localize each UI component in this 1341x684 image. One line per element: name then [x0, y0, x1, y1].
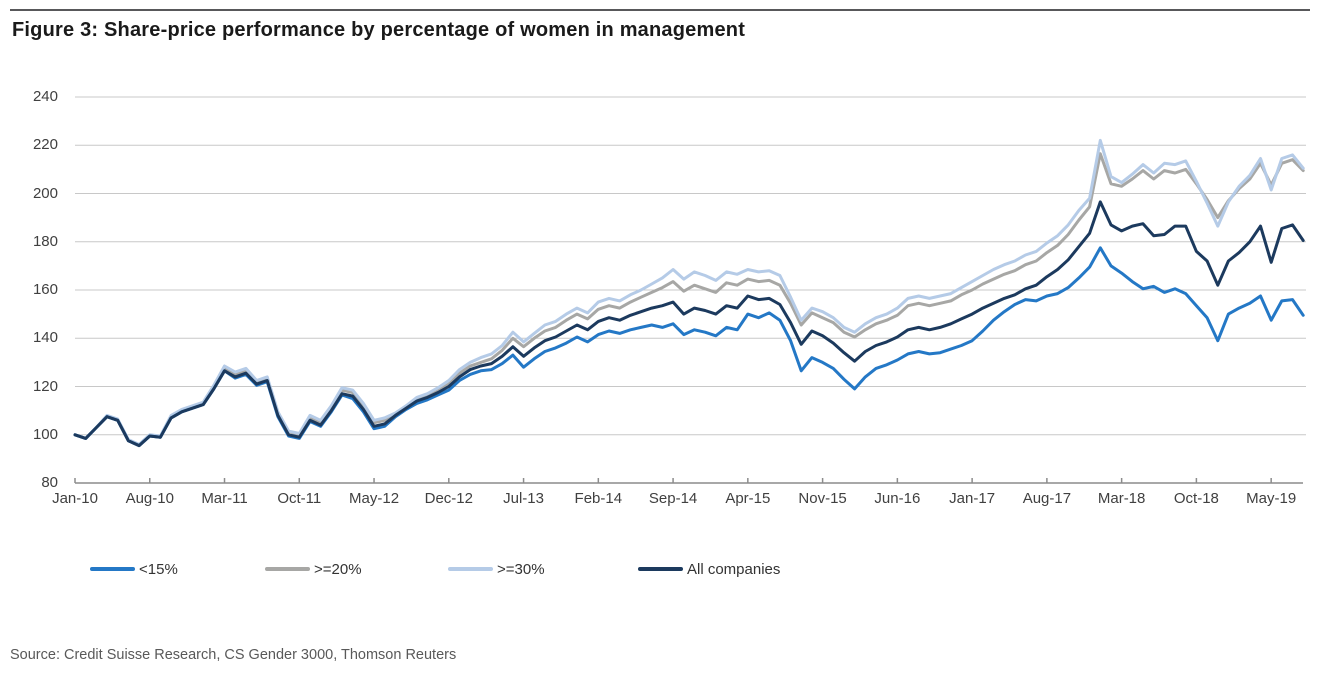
series-line-all-companies: [73, 200, 1305, 448]
x-tick-label-Mar-11: Mar-11: [201, 490, 248, 507]
legend-label: >=20%: [314, 560, 362, 578]
legend-item--30-: >=30%: [448, 560, 545, 578]
legend-item--20-: >=20%: [265, 560, 362, 578]
x-tick-label-Jan-17: Jan-17: [949, 490, 996, 507]
x-tick-label-Oct-11: Oct-11: [277, 490, 322, 507]
legend-label: <15%: [139, 560, 178, 578]
y-tick-label-100: 100: [32, 425, 58, 443]
y-tick-label-120: 120: [32, 377, 58, 395]
x-tick-label-Jan-10: Jan-10: [52, 490, 98, 507]
x-tick-label-Jul-13: Jul-13: [503, 490, 544, 507]
legend-swatch-icon: [90, 567, 135, 571]
x-tick-label-Nov-15: Nov-15: [798, 490, 847, 507]
legend-label: All companies: [687, 560, 781, 578]
legend-swatch-icon: [638, 567, 683, 571]
x-tick-label-Oct-18: Oct-18: [1173, 490, 1219, 507]
y-tick-label-200: 200: [32, 184, 58, 202]
y-tick-label-80: 80: [41, 474, 58, 491]
y-tick-label-160: 160: [32, 281, 58, 298]
y-tick-label-240: 240: [32, 88, 58, 105]
legend-item-all-companies: All companies: [638, 560, 780, 578]
legend-item--15-: <15%: [90, 560, 178, 578]
x-tick-label-Dec-12: Dec-12: [424, 490, 473, 507]
x-tick-label-Feb-14: Feb-14: [574, 490, 623, 507]
y-tick-label-140: 140: [32, 329, 58, 347]
y-tick-label-180: 180: [32, 232, 58, 250]
series-line--15-: [73, 246, 1305, 448]
x-tick-label-Aug-17: Aug-17: [1022, 490, 1072, 507]
x-tick-label-May-12: May-12: [349, 490, 400, 507]
source-note: Source: Credit Suisse Research, CS Gende…: [10, 647, 457, 663]
series-line--20-: [73, 152, 1305, 448]
x-tick-label-Sep-14: Sep-14: [648, 490, 698, 507]
x-tick-label-Mar-18: Mar-18: [1097, 490, 1146, 507]
figure-title: Figure 3: Share-price performance by per…: [12, 19, 746, 41]
legend-swatch-icon: [265, 567, 310, 571]
x-tick-label-Aug-10: Aug-10: [125, 490, 174, 507]
y-tick-label-220: 220: [32, 136, 58, 154]
x-tick-label-May-19: May-19: [1246, 490, 1297, 507]
legend-swatch-icon: [448, 567, 493, 571]
x-tick-label-Apr-15: Apr-15: [725, 490, 771, 507]
top-rule: [10, 9, 1310, 11]
legend-label: >=30%: [497, 560, 545, 578]
series-line--30-: [73, 138, 1305, 446]
x-tick-label-Jun-16: Jun-16: [874, 490, 921, 507]
